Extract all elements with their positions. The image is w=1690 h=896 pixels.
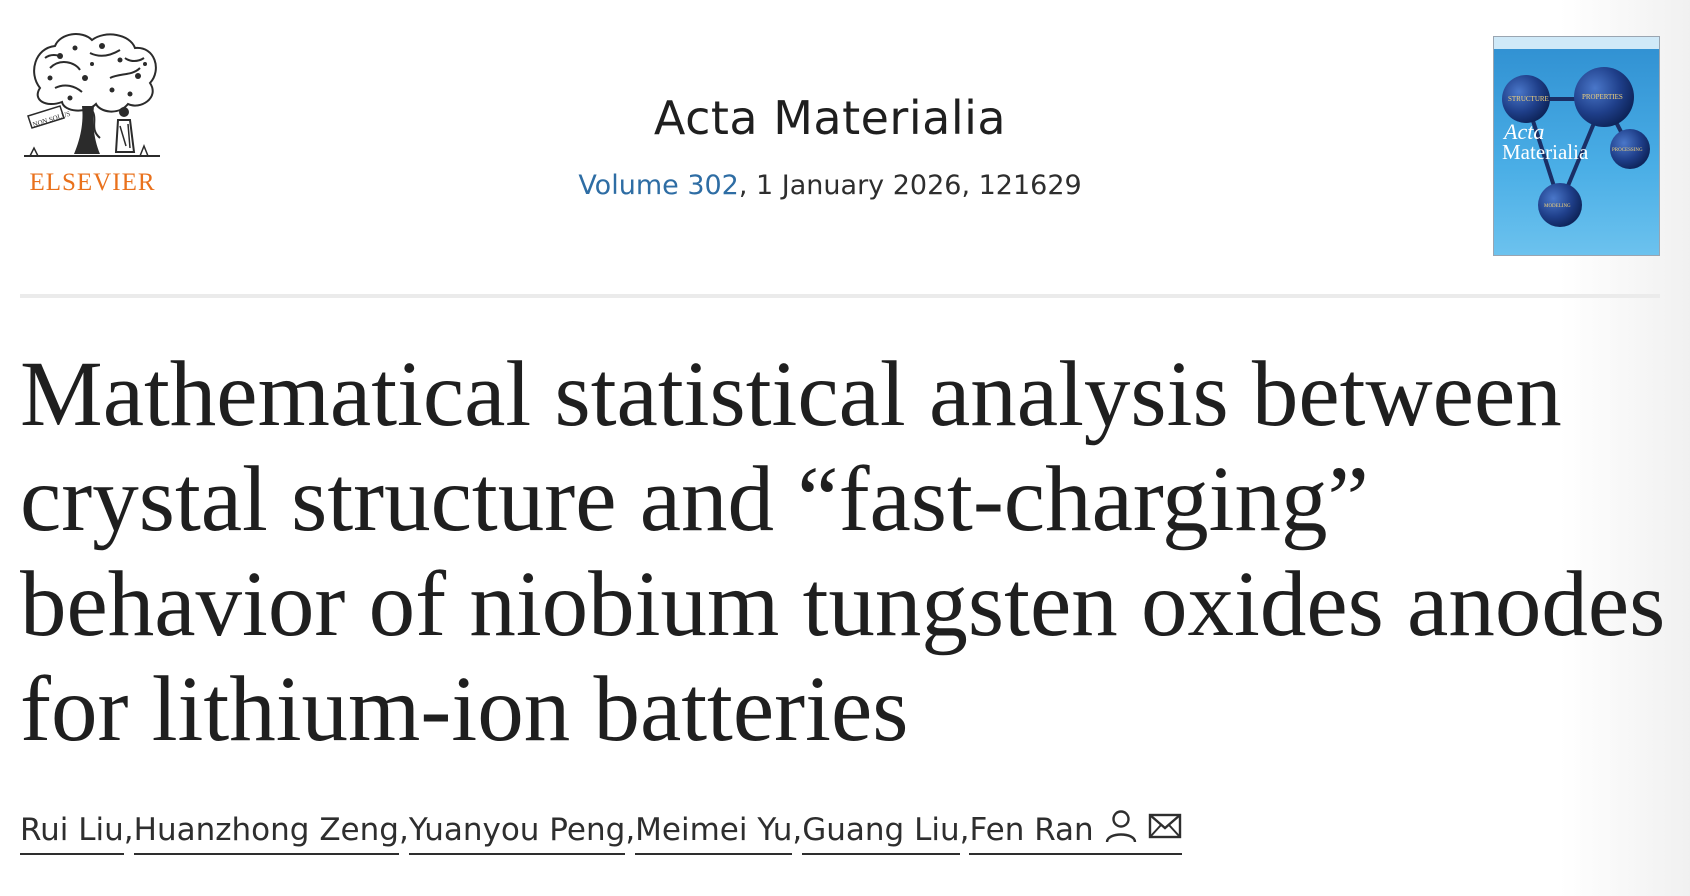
article-title: Mathematical statistical analysis betwee… bbox=[20, 342, 1666, 762]
envelope-icon bbox=[1148, 813, 1181, 839]
tree-logo-icon: NON SOLUS bbox=[24, 33, 160, 157]
corresponding-author-link[interactable]: Fen Ran bbox=[969, 808, 1182, 855]
author-link[interactable]: Huanzhong Zeng bbox=[133, 808, 399, 855]
article-title-line: behavior of niobium tungsten oxides anod… bbox=[20, 553, 1666, 656]
volume-link[interactable]: Volume 302 bbox=[578, 170, 739, 201]
cover-sphere-label: PROCESSING bbox=[1612, 148, 1643, 153]
publisher-logo[interactable]: NON SOLUS ELSEVIER bbox=[20, 28, 165, 198]
journal-cover-thumbnail[interactable]: STRUCTURE PROPERTIES PROCESSING MODELING… bbox=[1493, 36, 1660, 256]
person-icon bbox=[1105, 810, 1136, 843]
author-link[interactable]: Meimei Yu bbox=[635, 808, 793, 855]
cover-sphere-label: MODELING bbox=[1544, 204, 1571, 209]
article-title-line: Mathematical statistical analysis betwee… bbox=[20, 343, 1562, 446]
author-link[interactable]: Yuanyou Peng bbox=[408, 808, 626, 855]
journal-issue-info: Volume 302, 1 January 2026, 121629 bbox=[0, 168, 1660, 204]
article-title-line: crystal structure and “fast-charging” bbox=[20, 448, 1369, 551]
cover-image: STRUCTURE PROPERTIES PROCESSING MODELING… bbox=[1494, 37, 1659, 255]
cover-sphere-label: STRUCTURE bbox=[1508, 95, 1549, 103]
header-divider bbox=[20, 294, 1660, 298]
cover-title-line1: Acta bbox=[1502, 119, 1544, 144]
author-link[interactable]: Rui Liu bbox=[20, 808, 124, 855]
author-name: Fen Ran bbox=[969, 812, 1094, 848]
author-list: Rui Liu, Huanzhong Zeng, Yuanyou Peng, M… bbox=[20, 808, 1182, 855]
issue-date-article-number: , 1 January 2026, 121629 bbox=[738, 170, 1082, 201]
cover-title-line2: Materialia bbox=[1502, 140, 1589, 164]
article-title-line: for lithium-ion batteries bbox=[20, 658, 909, 761]
author-link[interactable]: Guang Liu bbox=[802, 808, 960, 855]
journal-title-link[interactable]: Acta Materialia bbox=[653, 91, 1007, 145]
journal-header: Acta Materialia Volume 302, 1 January 20… bbox=[0, 90, 1660, 204]
publisher-wordmark: ELSEVIER bbox=[29, 169, 156, 196]
cover-sphere-label: PROPERTIES bbox=[1582, 93, 1623, 101]
